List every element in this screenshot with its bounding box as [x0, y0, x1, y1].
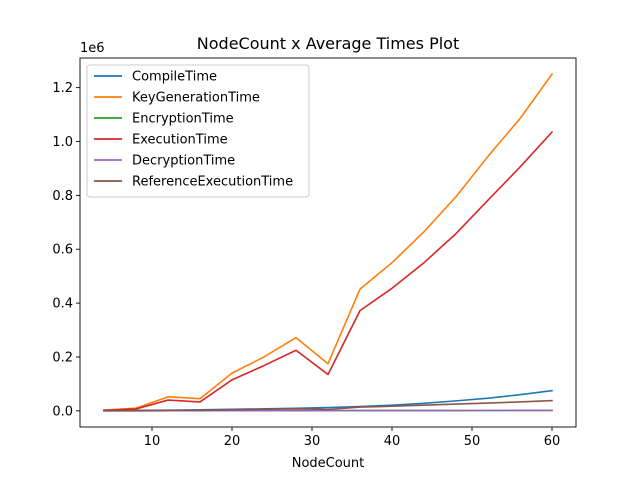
x-axis-ticks: 10 20 30 40 50 60: [144, 427, 561, 449]
chart-title: NodeCount x Average Times Plot: [197, 34, 459, 53]
x-tick-label: 60: [544, 434, 561, 449]
legend: CompileTime KeyGenerationTime EncryptionTi…: [86, 64, 310, 198]
series-line-keygenerationtime: [103, 73, 554, 411]
y-axis-scale-label: 1e6: [80, 41, 105, 56]
legend-label-encryptiontime: EncryptionTime: [132, 112, 234, 127]
y-tick-label: 0.8: [52, 189, 73, 204]
x-tick-label: 20: [224, 434, 241, 449]
x-tick-label: 50: [464, 434, 481, 449]
legend-label-keygenerationtime: KeyGenerationTime: [132, 91, 260, 106]
y-tick-label: 0.2: [52, 350, 73, 365]
y-tick-label: 1.2: [52, 81, 73, 96]
x-axis-label: NodeCount: [292, 456, 365, 471]
y-tick-label: 0.6: [52, 243, 73, 258]
legend-label-compiletime: CompileTime: [132, 70, 217, 85]
x-tick-label: 30: [304, 434, 321, 449]
legend-label-referenceexecutiontime: ReferenceExecutionTime: [132, 175, 293, 190]
plot-area: [79, 57, 577, 428]
series-line-referenceexecutiontime: [103, 399, 553, 412]
legend-label-decryptiontime: DecryptionTime: [132, 154, 235, 169]
series-line-executiontime: [103, 130, 554, 412]
y-tick-label: 1.0: [52, 135, 73, 150]
legend-label-executiontime: ExecutionTime: [132, 133, 228, 148]
y-tick-label: 0.0: [52, 404, 73, 419]
legend-box: [86, 64, 310, 198]
x-tick-label: 10: [144, 434, 161, 449]
y-tick-label: 0.4: [52, 297, 73, 312]
y-axis-ticks: 0.0 0.2 0.4 0.6 0.8 1.0 1.2: [52, 81, 80, 419]
axes-frame: [79, 57, 577, 428]
x-tick-label: 40: [384, 434, 401, 449]
